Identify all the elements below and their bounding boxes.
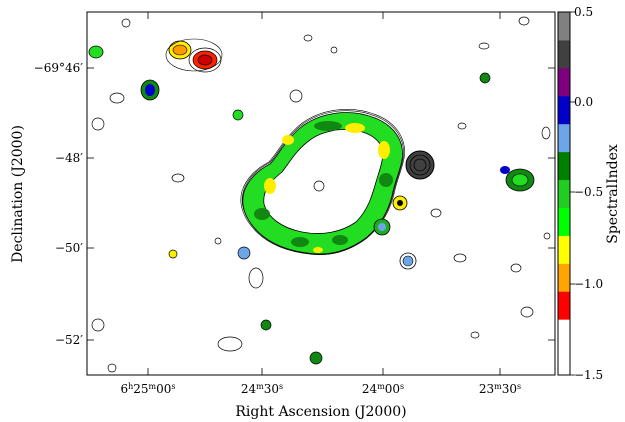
colorbar-tick-label: −0.5 (574, 185, 603, 199)
colorbar-tick-label: −1.5 (574, 368, 603, 382)
colorbar-segment (558, 95, 570, 125)
colorbar-segment (558, 179, 570, 208)
x-axis-label: Right Ascension (J2000) (235, 404, 406, 420)
dec-tick-label: −69°46′ (34, 61, 84, 75)
ra-tick-label: 24m30s (241, 382, 283, 396)
colorbar: 0.5 0.0 −0.5 −1.0 −1.5 SpectralIndex (557, 5, 621, 382)
ra-tick-label: 24m00s (362, 382, 404, 396)
colorbar-segment (558, 207, 570, 236)
dec-tick-label: −48′ (55, 151, 83, 165)
colorbar-segment (558, 347, 570, 376)
colorbar-segment (558, 319, 570, 348)
ra-tick-label: 6h25m00s (120, 382, 175, 396)
colorbar-tick-label: 0.0 (574, 95, 593, 109)
noise-contours (91, 16, 551, 373)
dec-tick-label: −50′ (55, 241, 83, 255)
compact-sources (88, 38, 535, 365)
colorbar-segment (558, 151, 570, 181)
axis-ticks (87, 12, 555, 375)
colorbar-segment (558, 235, 570, 264)
colorbar-segment (558, 263, 570, 292)
ring-emission (240, 109, 405, 256)
colorbar-tick-label: −1.0 (574, 277, 603, 291)
dec-tick-label: −52′ (55, 333, 83, 347)
y-axis-label: Declination (J2000) (10, 125, 26, 263)
colorbar-segment (558, 123, 570, 153)
colorbar-label: SpectralIndex (605, 144, 621, 244)
colorbar-segment (558, 12, 570, 41)
colorbar-tick-label: 0.5 (574, 5, 593, 19)
map-panel: 6h25m00s 24m30s 24m00s 23m30s −69°46′ −4… (10, 11, 556, 420)
colorbar-segment (558, 291, 570, 320)
ra-tick-label: 23m30s (479, 382, 521, 396)
colorbar-segment (558, 67, 570, 97)
colorbar-segment (558, 39, 570, 69)
